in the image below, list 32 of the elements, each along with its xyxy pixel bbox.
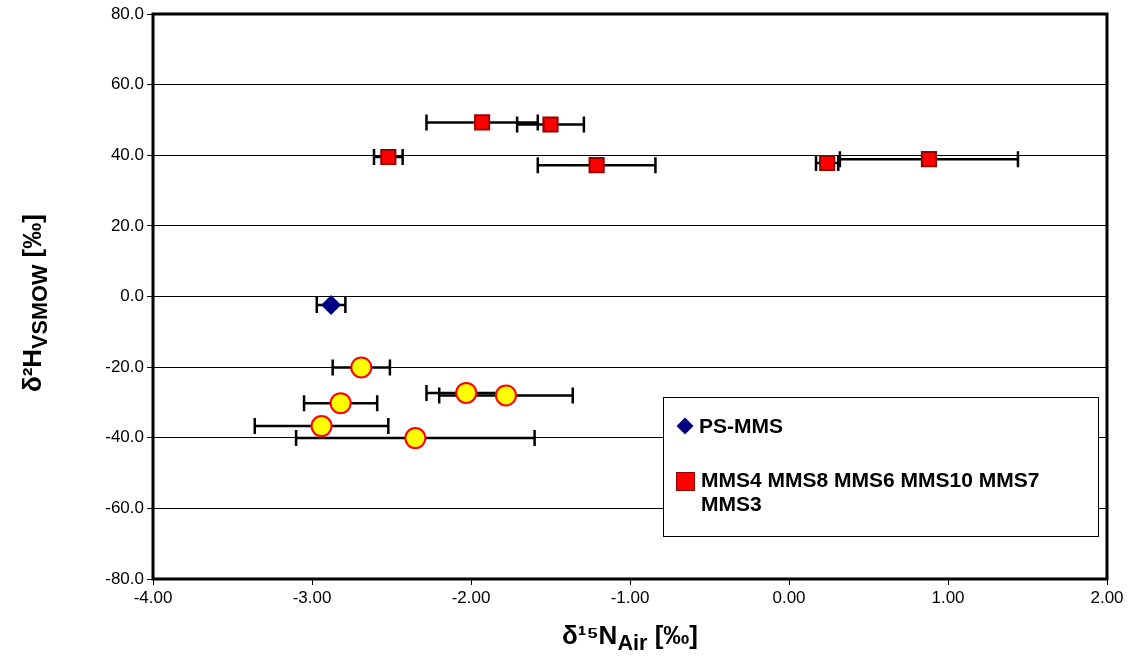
x-tick-label: -4.00 [133,587,173,607]
point [455,381,478,404]
point [310,415,333,438]
legend-label: MMS4 MMS8 MMS6 MMS10 MMS7 MMS3 [701,468,1041,516]
x-tick-label: 2.00 [1090,587,1124,607]
x-tick-label: 0.00 [772,587,806,607]
point [819,154,836,172]
x-axis-title: δ¹⁵N$_{Air}$ [‰] [560,620,700,657]
point [588,157,605,174]
point [404,427,427,450]
point [380,148,397,166]
y-tick-label: 0.0 [120,286,144,306]
x-tick-label: 1.00 [931,587,965,607]
point [350,356,373,379]
y-tick-label: 40.0 [110,144,144,164]
y-tick-label: 20.0 [110,215,144,235]
point [474,114,491,131]
x-tick-label: -1.00 [610,587,650,607]
point [920,151,937,168]
point [329,392,352,415]
y-tick-label: -80.0 [105,568,144,588]
y-tick-label: 60.0 [110,74,144,94]
x-tick-label: -3.00 [292,587,332,607]
y-tick-label: -40.0 [105,427,144,447]
point [542,116,559,133]
y-tick-label: 80.0 [110,3,144,23]
point [321,294,342,315]
x-tick-label: -2.00 [451,587,491,607]
y-tick-label: -60.0 [105,498,144,518]
y-tick-label: -20.0 [105,356,144,376]
legend-label: PS-MMS [699,414,783,438]
point [494,384,517,407]
